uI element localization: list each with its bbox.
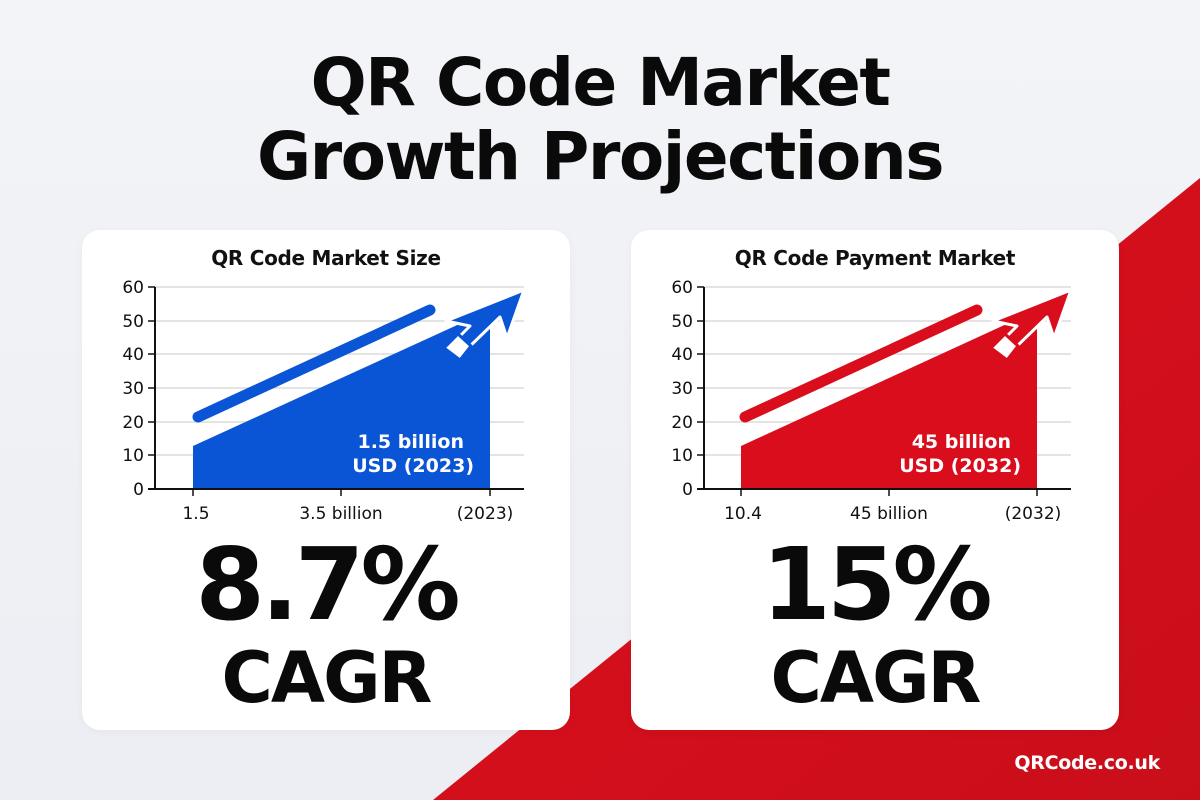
svg-text:60: 60 [671, 278, 693, 298]
title-line-1: QR Code Market [310, 44, 891, 121]
svg-text:10.4: 10.4 [724, 504, 762, 524]
svg-text:30: 30 [671, 379, 693, 399]
svg-text:0: 0 [133, 480, 144, 500]
brand-watermark: QRCode.co.uk [1014, 752, 1160, 774]
y-axis-ticks: 60 50 40 30 20 10 0 [671, 278, 693, 500]
svg-text:0: 0 [682, 480, 693, 500]
payment-market-chart: 60 50 40 30 20 10 0 10.4 45 billion (203… [671, 278, 1073, 524]
x-axis-labels: 1.5 3.5 billion (2023) [182, 504, 513, 524]
trend-line [739, 304, 983, 423]
svg-text:1.5 billion: 1.5 billion [357, 431, 464, 453]
market-size-card: QR Code Market Size [82, 230, 570, 730]
svg-text:30: 30 [122, 379, 144, 399]
svg-text:3.5 billion: 3.5 billion [299, 504, 382, 524]
svg-text:(2032): (2032) [1005, 504, 1062, 524]
svg-text:45 billion: 45 billion [850, 504, 928, 524]
svg-text:10: 10 [122, 446, 144, 466]
trend-line [192, 304, 436, 423]
market-size-chart: 60 50 40 30 20 10 0 1.5 3.5 billion (202… [122, 278, 526, 524]
svg-text:40: 40 [122, 345, 144, 365]
cagr-label: CAGR [221, 637, 433, 719]
growth-arrow-icon [989, 288, 1073, 362]
svg-text:60: 60 [122, 278, 144, 298]
card-title: QR Code Market Size [211, 246, 441, 270]
svg-text:(2023): (2023) [457, 504, 514, 524]
card-title: QR Code Payment Market [734, 246, 1016, 270]
svg-text:20: 20 [671, 413, 693, 433]
cagr-label: CAGR [770, 637, 982, 719]
cagr-value: 15% [761, 526, 992, 643]
svg-text:10: 10 [671, 446, 693, 466]
svg-text:20: 20 [122, 413, 144, 433]
svg-text:50: 50 [671, 312, 693, 332]
growth-arrow-icon [442, 288, 526, 362]
page-title: QR Code Market Growth Projections [0, 46, 1200, 194]
chart-annotation: 1.5 billion USD (2023) [352, 431, 474, 477]
svg-text:40: 40 [671, 345, 693, 365]
payment-market-card: QR Code Payment Market 60 50 40 [631, 230, 1119, 730]
svg-text:50: 50 [122, 312, 144, 332]
svg-text:45 billion: 45 billion [912, 431, 1011, 453]
svg-text:USD (2023): USD (2023) [352, 455, 474, 477]
title-line-2: Growth Projections [256, 118, 945, 195]
area-fill [741, 310, 1037, 489]
svg-text:1.5: 1.5 [182, 504, 209, 524]
x-axis-labels: 10.4 45 billion (2032) [724, 504, 1061, 524]
area-fill [193, 310, 490, 489]
y-axis-ticks: 60 50 40 30 20 10 0 [122, 278, 144, 500]
chart-annotation: 45 billion USD (2032) [899, 431, 1021, 477]
cagr-value: 8.7% [195, 526, 460, 643]
svg-text:USD (2032): USD (2032) [899, 455, 1021, 477]
